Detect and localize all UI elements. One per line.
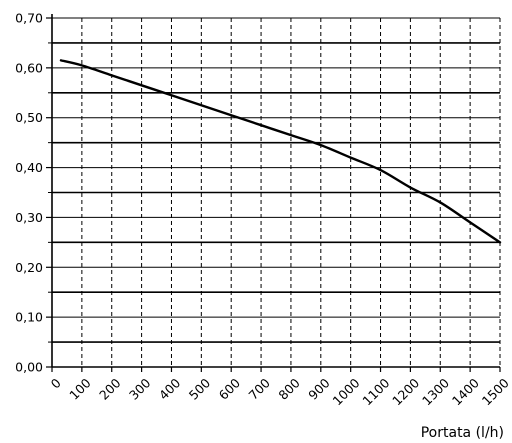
x-tick-label: 100 — [66, 375, 94, 403]
grid — [52, 17, 501, 367]
x-tick-label: 1000 — [329, 375, 362, 408]
x-tick-label: 500 — [186, 375, 214, 403]
x-tick-label: 1300 — [419, 375, 452, 408]
y-tick-labels: 0,00 0,10 0,20 0,30 0,40 0,50 0,60 0,70 — [15, 11, 43, 375]
y-tick-label: 0,50 — [15, 110, 43, 125]
y-tick-label: 0,40 — [15, 160, 43, 175]
x-tick-label: 700 — [245, 375, 273, 403]
y-tick-label: 0,00 — [15, 360, 43, 375]
x-tick-label: 1100 — [359, 375, 392, 408]
y-tick-label: 0,60 — [15, 60, 43, 75]
x-tick-label: 0 — [48, 375, 64, 391]
y-tick-label: 0,70 — [15, 11, 43, 26]
y-tick-label: 0,30 — [15, 210, 43, 225]
axes — [46, 14, 501, 372]
x-tick-label: 400 — [156, 375, 184, 403]
y-tick-label: 0,20 — [15, 260, 43, 275]
x-tick-label: 1400 — [449, 375, 482, 408]
x-tick-labels: 0 100 200 300 400 500 600 700 800 900100011001200… — [48, 375, 512, 408]
x-tick-label: 800 — [275, 375, 303, 403]
x-tick-label: 1200 — [389, 375, 422, 408]
series-line — [59, 59, 502, 244]
x-tick-label: 300 — [126, 375, 154, 403]
x-tick-label: 600 — [216, 375, 244, 403]
x-tick-label: 900 — [305, 375, 333, 403]
y-tick-label: 0,10 — [15, 310, 43, 325]
x-tick-label: 200 — [96, 375, 124, 403]
x-axis-label: Portata (l/h) — [421, 425, 504, 441]
x-tick-label: 1500 — [479, 375, 512, 408]
series-group — [59, 59, 502, 244]
